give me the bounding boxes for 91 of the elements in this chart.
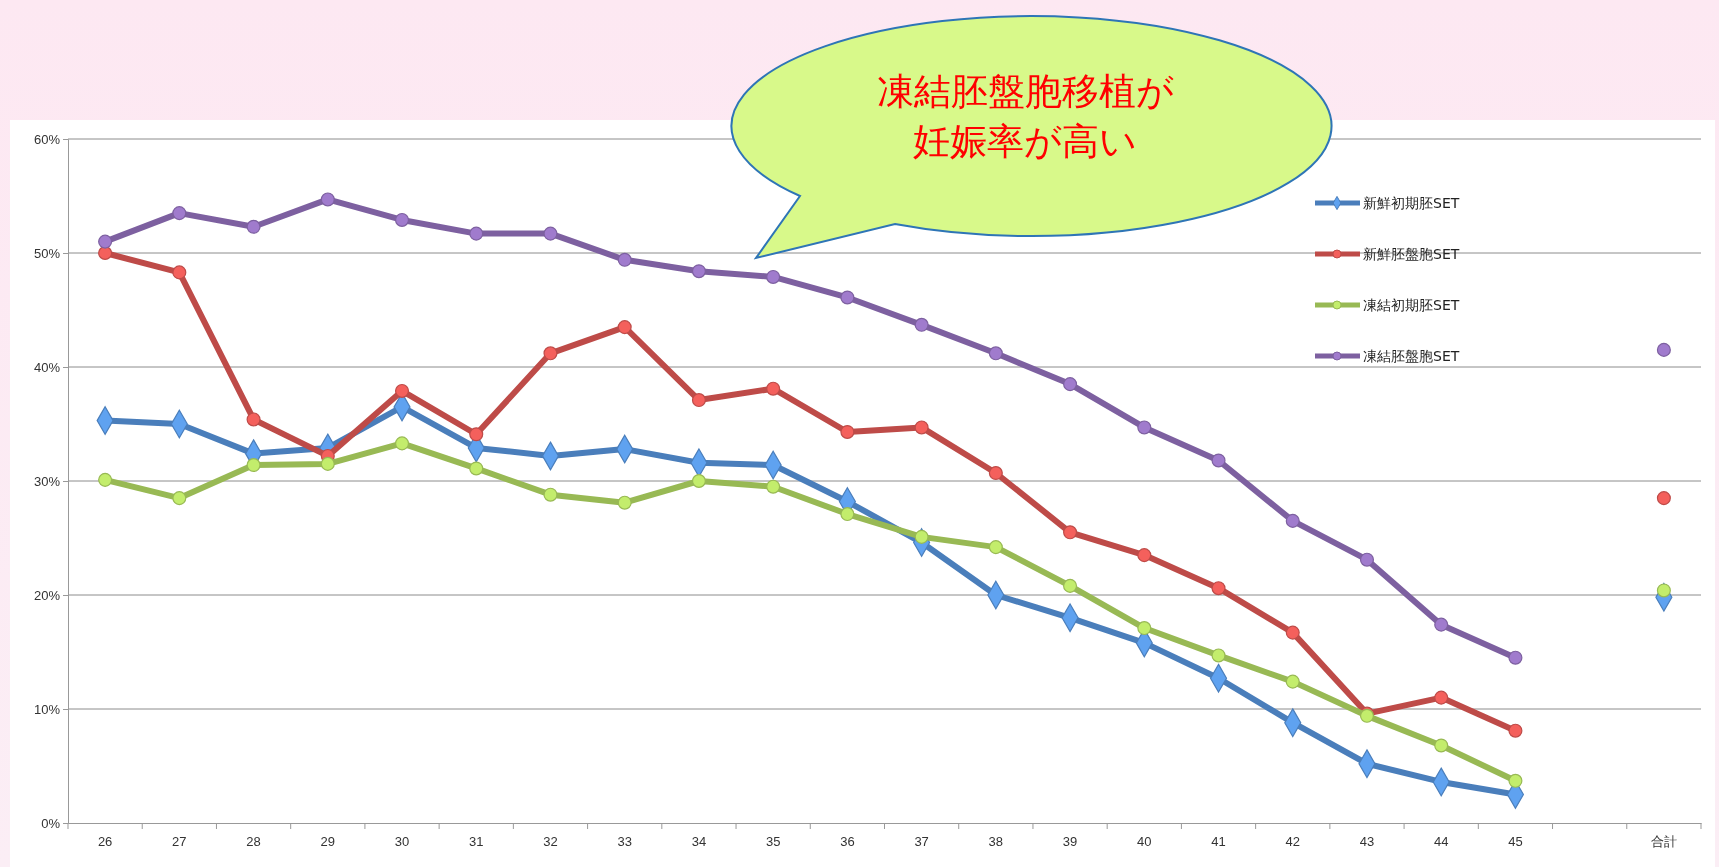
point bbox=[246, 412, 261, 427]
point bbox=[320, 456, 335, 471]
x-tick-label: 32 bbox=[543, 834, 558, 850]
y-tick-label: 0% bbox=[41, 815, 61, 831]
point bbox=[172, 206, 187, 221]
point bbox=[617, 252, 632, 267]
point bbox=[1063, 578, 1078, 593]
point bbox=[543, 226, 558, 241]
point bbox=[543, 487, 558, 502]
point bbox=[766, 479, 781, 494]
x-tick-label: 35 bbox=[765, 834, 781, 850]
y-tick-label: 10% bbox=[33, 701, 61, 717]
x-tick-label: 41 bbox=[1211, 834, 1226, 850]
point bbox=[988, 540, 1003, 555]
point bbox=[98, 245, 113, 261]
point bbox=[394, 436, 410, 451]
point bbox=[766, 381, 781, 396]
x-tick-label: 30 bbox=[394, 834, 410, 850]
point bbox=[172, 491, 187, 506]
legend-label: 新鮮初期胚SET bbox=[1363, 195, 1460, 211]
point bbox=[840, 424, 855, 439]
x-tick-label: 合計 bbox=[1650, 834, 1677, 850]
x-tick-label: 29 bbox=[320, 834, 336, 850]
x-tick-label: 28 bbox=[246, 834, 261, 850]
x-tick-label: 26 bbox=[97, 834, 113, 850]
x-tick-label: 36 bbox=[840, 834, 855, 850]
point bbox=[1434, 617, 1449, 632]
point bbox=[172, 265, 187, 280]
point bbox=[1359, 552, 1375, 567]
x-tick-label: 38 bbox=[988, 834, 1004, 850]
point bbox=[691, 393, 706, 408]
y-tick-label: 20% bbox=[33, 587, 61, 603]
x-tick-label: 42 bbox=[1285, 834, 1300, 850]
x-tick-label: 45 bbox=[1508, 834, 1523, 850]
point bbox=[617, 495, 632, 510]
point bbox=[691, 473, 706, 489]
x-tick-label: 31 bbox=[469, 834, 484, 850]
x-tick-label: 34 bbox=[691, 834, 707, 850]
point bbox=[543, 346, 558, 361]
x-tick-label: 27 bbox=[172, 834, 187, 850]
point bbox=[98, 472, 113, 487]
point bbox=[469, 461, 484, 476]
point bbox=[1434, 690, 1449, 705]
point bbox=[617, 320, 632, 335]
point bbox=[1656, 342, 1671, 357]
y-tick-label: 60% bbox=[33, 131, 61, 147]
annotation: 凍結胚盤胞移植が妊娠率が高い bbox=[876, 70, 1174, 163]
y-tick-label: 40% bbox=[33, 359, 61, 375]
legend-label: 凍結胚盤胞SET bbox=[1363, 348, 1460, 364]
point bbox=[98, 234, 113, 249]
point bbox=[840, 507, 855, 522]
point bbox=[1434, 738, 1449, 753]
point bbox=[1063, 377, 1078, 392]
point bbox=[246, 458, 261, 473]
point bbox=[1285, 625, 1300, 640]
x-tick-label: 43 bbox=[1359, 834, 1375, 850]
point bbox=[1508, 650, 1523, 665]
point bbox=[840, 290, 855, 305]
point bbox=[1137, 420, 1152, 435]
point bbox=[766, 269, 781, 284]
point bbox=[988, 466, 1003, 481]
legend-label: 新鮮胚盤胞SET bbox=[1363, 246, 1460, 262]
x-tick-label: 33 bbox=[617, 834, 632, 850]
point bbox=[1211, 648, 1226, 663]
point bbox=[914, 317, 929, 332]
x-tick-label: 39 bbox=[1062, 834, 1078, 850]
x-tick-label: 44 bbox=[1433, 834, 1449, 850]
point bbox=[1137, 548, 1152, 563]
point bbox=[469, 226, 484, 241]
point bbox=[1211, 581, 1226, 596]
point bbox=[1285, 674, 1300, 689]
point bbox=[1656, 491, 1671, 506]
point bbox=[246, 219, 261, 234]
legend-label: 凍結初期胚SET bbox=[1363, 297, 1460, 313]
point bbox=[988, 346, 1003, 361]
point bbox=[691, 264, 706, 279]
point bbox=[1508, 723, 1523, 738]
y-tick-label: 50% bbox=[33, 245, 61, 261]
x-tick-label: 40 bbox=[1137, 834, 1152, 850]
point bbox=[394, 383, 410, 398]
point bbox=[1211, 453, 1226, 468]
x-tick-label: 37 bbox=[914, 834, 929, 850]
point bbox=[1063, 525, 1078, 540]
point bbox=[1285, 513, 1300, 528]
point bbox=[469, 427, 484, 442]
point bbox=[320, 192, 335, 207]
point bbox=[394, 212, 410, 227]
y-tick-label: 30% bbox=[33, 473, 61, 489]
point bbox=[914, 420, 929, 435]
point bbox=[1137, 621, 1152, 636]
point bbox=[1508, 773, 1523, 788]
